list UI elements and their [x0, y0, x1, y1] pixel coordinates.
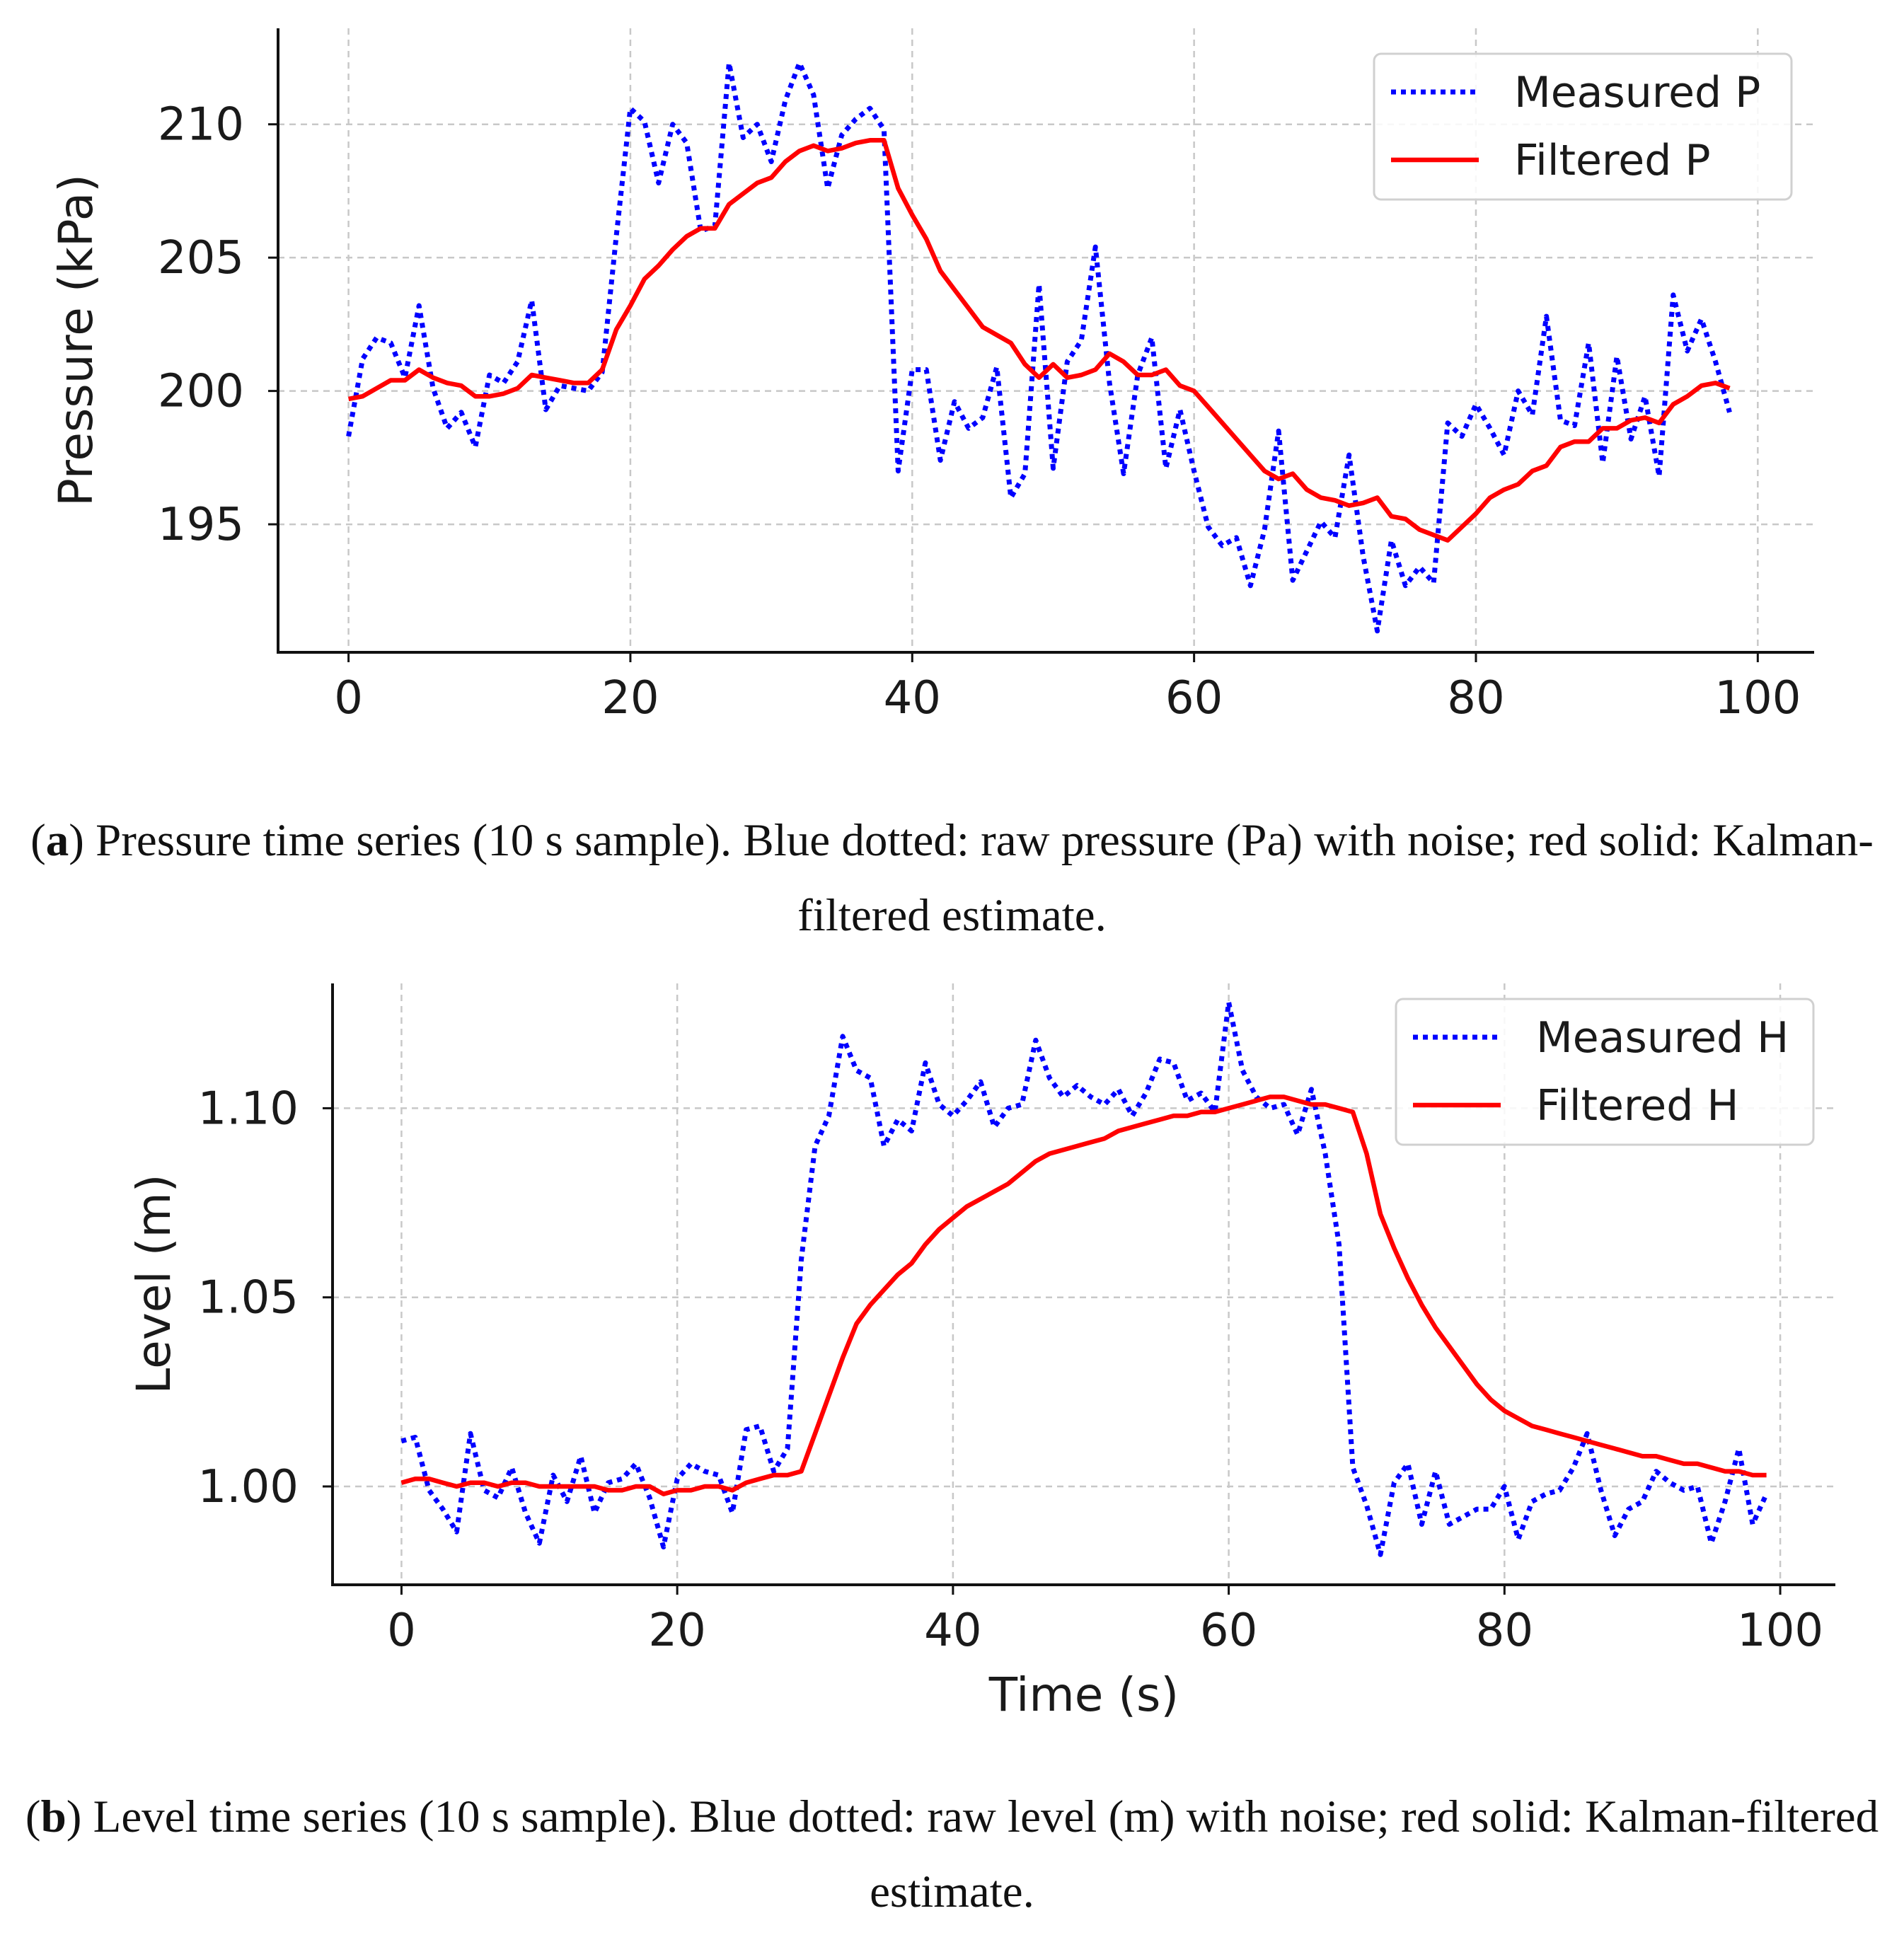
level-chart-svg: 0 20 40 60 80 100 1.00 1.05 1.10 Level (m) Time (s… — [127, 983, 1835, 1722]
y-tick-label: 200 — [158, 366, 244, 418]
y-tick-label: 1.10 — [198, 1082, 299, 1135]
filtered-series-line — [348, 138, 1731, 543]
x-tick-label: 0 — [334, 672, 363, 724]
x-tick-label: 40 — [924, 1605, 981, 1657]
x-tick-label: 100 — [1714, 672, 1801, 724]
y-tick-label: 1.00 — [198, 1461, 299, 1513]
y-tick-label: 195 — [158, 499, 244, 551]
legend-box — [1373, 52, 1793, 201]
x-tick-label: 80 — [1476, 1605, 1533, 1657]
x-tick-label: 60 — [1165, 672, 1223, 724]
x-axis-label: Time (s) — [988, 1668, 1179, 1722]
filtered-series-line — [400, 1094, 1767, 1496]
y-tick-label: 205 — [158, 232, 244, 284]
legend-label: Filtered H — [1536, 1081, 1738, 1131]
y-tick-label: 210 — [158, 99, 244, 151]
legend-label: Filtered P — [1514, 136, 1711, 185]
x-tick-label: 20 — [601, 672, 659, 724]
x-tick-label: 40 — [884, 672, 941, 724]
measured-series-line — [400, 1000, 1769, 1557]
y-axis-label: Level (m) — [127, 1174, 181, 1394]
x-tick-label: 100 — [1737, 1605, 1823, 1657]
level-caption: (b) Level time series (10 s sample). Blu… — [25, 1791, 1879, 1917]
x-tick-label: 80 — [1447, 672, 1504, 724]
y-axis-label: Pressure (kPa) — [49, 174, 103, 507]
pressure-caption: (a) Pressure time series (10 s sample). … — [30, 815, 1874, 941]
pressure-chart-svg: 0 20 40 60 80 100 195 200 205 210 Pressure (kPa) Me… — [49, 28, 1814, 724]
legend-box — [1395, 998, 1815, 1146]
level-chart: 0 20 40 60 80 100 1.00 1.05 1.10 Level (m) Time (s… — [0, 969, 1904, 1733]
legend-label: Measured P — [1514, 68, 1760, 117]
x-tick-label: 0 — [387, 1605, 416, 1657]
caption-tag: a — [45, 815, 69, 866]
x-tick-label: 20 — [648, 1605, 705, 1657]
pressure-chart: 0 20 40 60 80 100 195 200 205 210 Pressure (kPa) Me… — [0, 0, 1904, 764]
y-tick-label: 1.05 — [198, 1272, 299, 1324]
caption-tag: b — [40, 1791, 67, 1842]
legend-label: Measured H — [1536, 1013, 1789, 1063]
caption-text: Pressure time series (10 s sample). Blue… — [83, 815, 1874, 941]
x-tick-label: 60 — [1200, 1605, 1257, 1657]
caption-text: Level time series (10 s sample). Blue do… — [81, 1791, 1879, 1917]
